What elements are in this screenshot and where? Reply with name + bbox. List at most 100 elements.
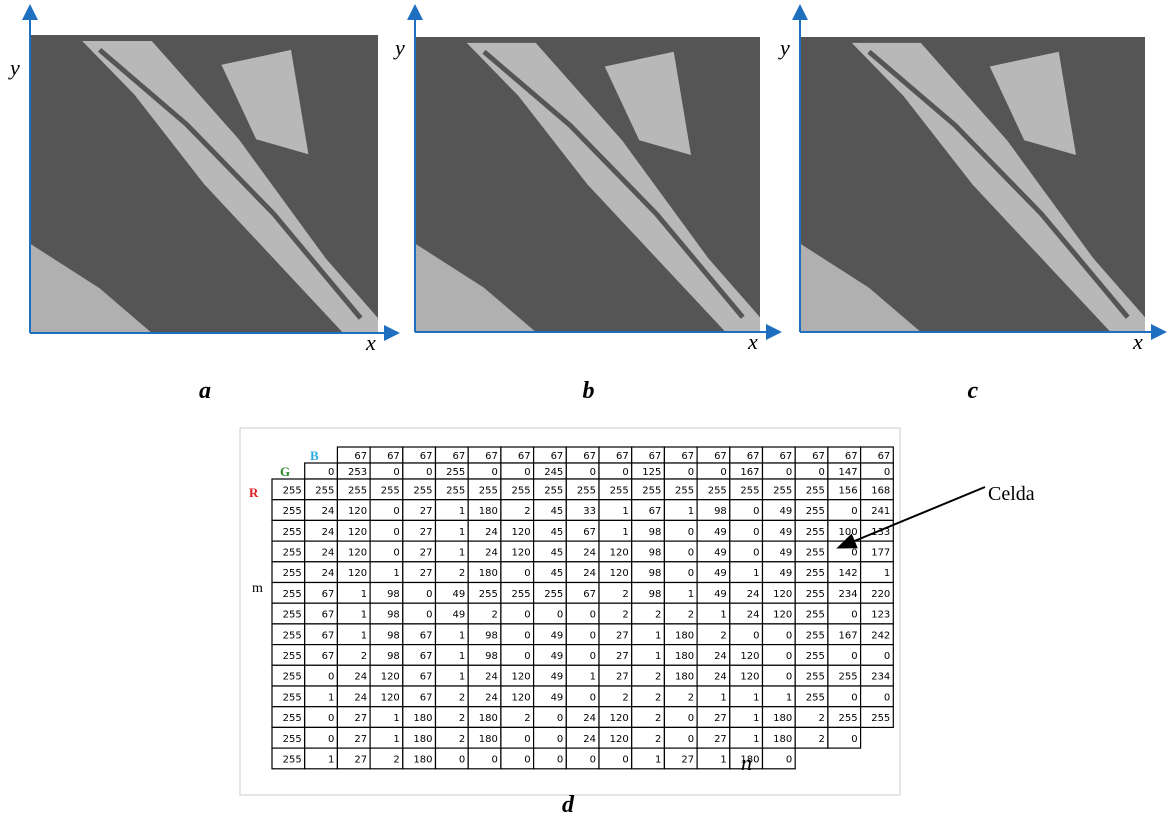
cell-value: 255 (283, 651, 302, 662)
cell-value: 67 (420, 672, 433, 683)
cell-value: 0 (557, 713, 563, 724)
cell-value: 1 (328, 692, 334, 703)
cell-value: 24 (322, 506, 335, 517)
layer-label: R (249, 485, 259, 500)
cell-value: 24 (583, 734, 596, 745)
cell-value: 67 (420, 692, 433, 703)
cell-value: 255 (806, 630, 825, 641)
cell-value: 0 (557, 734, 563, 745)
cell-value: 120 (512, 672, 531, 683)
cell-value: 27 (420, 568, 433, 579)
cell-value: 1 (361, 630, 367, 641)
cell-value: 255 (283, 610, 302, 621)
cell-value: 255 (283, 630, 302, 641)
cell-value: 234 (839, 589, 858, 600)
cell-value: 180 (413, 734, 432, 745)
cell-value: 24 (322, 568, 335, 579)
cell-value: 255 (871, 713, 890, 724)
cell-value: 120 (512, 692, 531, 703)
cell-value: 255 (283, 734, 302, 745)
cell-value: 49 (551, 672, 564, 683)
cell-value: 1 (393, 713, 399, 724)
cell-value: 120 (773, 610, 792, 621)
panel-label: a (199, 378, 211, 404)
layer-label: G (280, 464, 290, 479)
cell-value: 120 (348, 547, 367, 558)
cell-value: 255 (283, 568, 302, 579)
cell-value: 1 (753, 692, 759, 703)
cell-value: 45 (551, 527, 564, 538)
cell-value: 98 (387, 630, 400, 641)
cell-value: 0 (393, 547, 399, 558)
cell-value: 0 (819, 467, 825, 478)
cell-value: 0 (393, 467, 399, 478)
cell-value: 67 (878, 451, 891, 462)
cell-value: 67 (420, 651, 433, 662)
cell-value: 180 (479, 734, 498, 745)
cell-value: 27 (714, 734, 727, 745)
cell-value: 1 (688, 506, 694, 517)
cell-value: 0 (590, 630, 596, 641)
cell-value: 27 (420, 547, 433, 558)
cell-value: 255 (806, 672, 825, 683)
cell-value: 49 (779, 568, 792, 579)
cell-value: 0 (557, 754, 563, 765)
cell-value: 0 (786, 672, 792, 683)
cell-value: 255 (446, 485, 465, 496)
cell-value: 125 (642, 467, 661, 478)
cell-value: 67 (747, 451, 760, 462)
cell-value: 67 (452, 451, 465, 462)
cell-value: 120 (512, 547, 531, 558)
cell-value: 123 (871, 610, 890, 621)
cell-value: 180 (479, 713, 498, 724)
cell-value: 1 (786, 692, 792, 703)
cell-value: 255 (708, 485, 727, 496)
cell-value: 49 (714, 568, 727, 579)
cell-value: 0 (786, 630, 792, 641)
cell-value: 120 (348, 506, 367, 517)
cell-value: 0 (688, 547, 694, 558)
cell-value: 67 (583, 589, 596, 600)
cell-value: 49 (551, 651, 564, 662)
cell-value: 27 (616, 630, 629, 641)
cell-value: 0 (851, 651, 857, 662)
cell-value: 0 (492, 467, 498, 478)
cell-value: 1 (720, 754, 726, 765)
cell-value: 1 (655, 754, 661, 765)
cell-value: 2 (393, 754, 399, 765)
panel-label: c (968, 378, 979, 404)
cell-value: 0 (786, 467, 792, 478)
cell-value: 1 (753, 734, 759, 745)
cell-value: 0 (524, 651, 530, 662)
cell-value: 27 (714, 713, 727, 724)
cell-value: 2 (459, 713, 465, 724)
cell-value: 98 (649, 589, 662, 600)
cell-value: 27 (616, 672, 629, 683)
cell-value: 98 (714, 506, 727, 517)
cell-value: 67 (387, 451, 400, 462)
cell-value: 1 (753, 568, 759, 579)
cell-value: 1 (459, 527, 465, 538)
cell-value: 27 (681, 754, 694, 765)
cell-value: 0 (688, 713, 694, 724)
cell-value: 98 (485, 630, 498, 641)
cell-value: 255 (839, 713, 858, 724)
cell-value: 67 (485, 451, 498, 462)
cell-value: 0 (590, 610, 596, 621)
cell-value: 120 (348, 568, 367, 579)
cell-value: 120 (381, 672, 400, 683)
cell-value: 1 (393, 734, 399, 745)
cell-value: 0 (786, 754, 792, 765)
cell-value: 255 (283, 672, 302, 683)
cell-value: 0 (524, 754, 530, 765)
cell-value: 255 (806, 610, 825, 621)
cell-value: 255 (806, 568, 825, 579)
cell-value: 147 (839, 467, 858, 478)
col-axis-label: n (741, 750, 752, 775)
cell-value: 67 (354, 451, 367, 462)
cell-value: 1 (328, 754, 334, 765)
cell-value: 255 (283, 485, 302, 496)
cell-value: 24 (354, 692, 367, 703)
cell-value: 120 (773, 589, 792, 600)
cell-value: 156 (839, 485, 858, 496)
